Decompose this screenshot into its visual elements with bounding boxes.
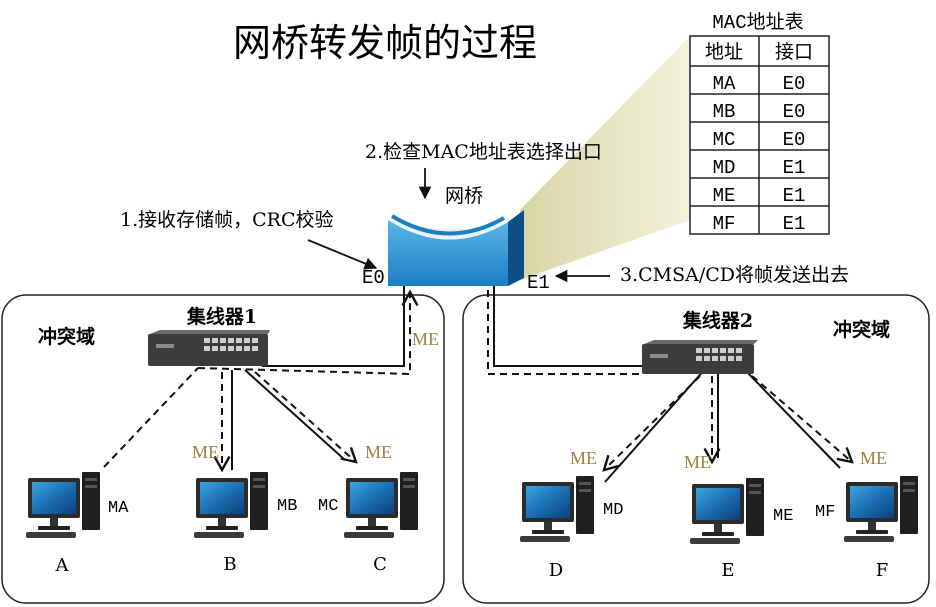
host-mac: MF bbox=[815, 503, 835, 522]
step-3-label: 3.CMSA/CD将帧发送出去 bbox=[620, 264, 849, 286]
host-name: C bbox=[373, 554, 387, 575]
mac-table-address: MF bbox=[713, 213, 736, 235]
mac-table-address: MB bbox=[713, 101, 736, 123]
computer-f: MF F bbox=[815, 476, 918, 581]
step-1-label: 1.接收存储帧，CRC校验 bbox=[120, 209, 334, 231]
mac-table-address: ME bbox=[713, 185, 736, 207]
bridge: 网桥 E0 E1 bbox=[362, 185, 550, 294]
hub-1: 集线器1 bbox=[148, 305, 270, 366]
computer-e: ME E bbox=[690, 478, 793, 581]
frame-label: ME bbox=[860, 448, 887, 468]
mac-table-port: E0 bbox=[783, 129, 806, 151]
computer-c: MC C bbox=[318, 472, 418, 575]
bridge-port-e0: E0 bbox=[362, 267, 385, 289]
frame-label: ME bbox=[684, 452, 711, 472]
host-mac: MC bbox=[318, 497, 338, 516]
mac-table-address: MD bbox=[713, 157, 736, 179]
mac-table-address: MA bbox=[713, 73, 736, 95]
frame-labels: ME ME ME ME ME ME bbox=[192, 329, 887, 472]
computer-b: MB B bbox=[194, 472, 297, 575]
collision-domain-left bbox=[1, 294, 445, 604]
host-name: D bbox=[549, 560, 563, 581]
mac-table-port: E1 bbox=[783, 157, 806, 179]
host-mac: MA bbox=[108, 499, 129, 518]
frame-label: ME bbox=[192, 442, 219, 462]
frame-label: ME bbox=[412, 329, 439, 349]
computer-a: MA A bbox=[26, 472, 129, 576]
step-1-arrow bbox=[307, 239, 378, 270]
collision-domain-label-right: 冲突域 bbox=[833, 318, 890, 341]
computer-d: MD D bbox=[520, 476, 623, 581]
step-2-label: 2.检查MAC地址表选择出口 bbox=[365, 141, 602, 163]
frame-path bbox=[103, 289, 854, 473]
host-name: A bbox=[55, 555, 70, 576]
page-title: 网桥转发帧的过程 bbox=[233, 21, 537, 65]
hub-1-label: 集线器1 bbox=[186, 305, 257, 328]
host-mac: MB bbox=[277, 497, 297, 516]
mac-table-address: MC bbox=[713, 129, 736, 151]
mac-table-port: E1 bbox=[783, 213, 806, 235]
mac-table-header-port: 接口 bbox=[775, 41, 813, 63]
hub-2-label: 集线器2 bbox=[682, 309, 753, 332]
mac-table-port: E0 bbox=[783, 101, 806, 123]
host-name: B bbox=[223, 554, 236, 575]
hub-2: 集线器2 bbox=[642, 309, 758, 374]
mac-table-caption: MAC地址表 bbox=[712, 11, 803, 34]
mac-table-port: E0 bbox=[783, 73, 806, 95]
host-name: E bbox=[721, 560, 734, 581]
mac-table-port: E1 bbox=[783, 185, 806, 207]
collision-domain-label-left: 冲突域 bbox=[38, 325, 95, 348]
host-mac: ME bbox=[773, 507, 793, 526]
bridge-port-e1: E1 bbox=[527, 272, 550, 294]
host-name: F bbox=[876, 560, 889, 581]
mac-table: MAC地址表 地址 接口 MA E0 MB E0 MC E0 MD E1 ME … bbox=[689, 11, 830, 235]
frame-label: ME bbox=[570, 448, 597, 468]
mac-table-header-address: 地址 bbox=[705, 41, 743, 63]
host-mac: MD bbox=[603, 501, 623, 520]
table-beam bbox=[520, 36, 690, 280]
frame-label: ME bbox=[365, 442, 392, 462]
cables bbox=[231, 286, 841, 483]
bridge-label: 网桥 bbox=[445, 185, 483, 207]
collision-domain-right bbox=[462, 294, 930, 604]
